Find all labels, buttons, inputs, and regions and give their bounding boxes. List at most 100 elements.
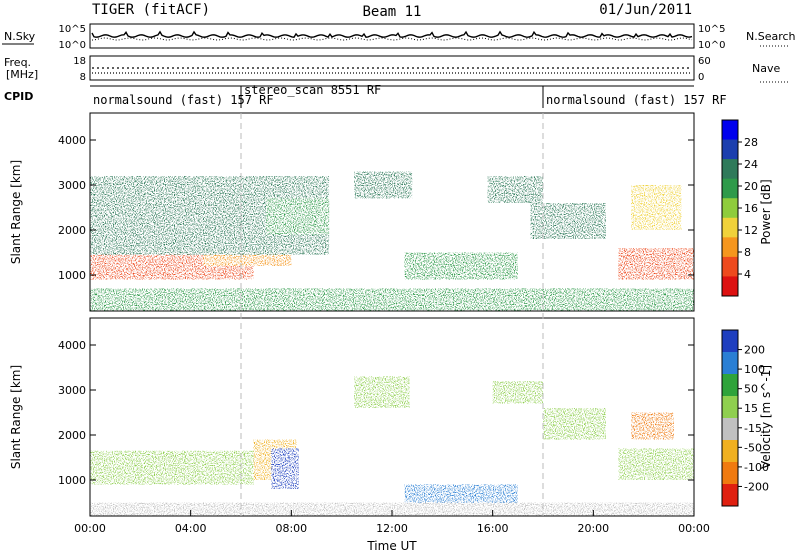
velocity-heatmap (90, 376, 694, 516)
nsky-tick-top: 10^5 (59, 24, 86, 35)
cpid-segment-1: stereo_scan 8551 RF (244, 83, 381, 97)
velocity-ytick-label-1: 2000 (58, 429, 86, 442)
freq-panel (89, 55, 695, 81)
power-colorbar: 28 24 20 16 12 8 4 (721, 119, 758, 297)
cpid-segment-2: normalsound (fast) 157 RF (546, 93, 727, 107)
nave-tick-bottom: 0 (698, 72, 704, 83)
power-heatmap (90, 171, 694, 311)
velocity-colorbar-swatch-3 (722, 396, 738, 419)
velocity-region-8 (618, 448, 694, 480)
velocity-region-3 (354, 376, 410, 408)
nsearch-tick-top: 10^5 (698, 24, 725, 35)
nsky-series (91, 30, 693, 38)
velocity-colorbar-label-6: -100 (744, 461, 769, 474)
power-region-4 (354, 171, 413, 199)
velocity-region-0 (90, 450, 254, 485)
power-colorbar-label-3: 16 (744, 202, 758, 215)
power-colorbar-swatch-4 (722, 198, 738, 219)
power-colorbar-label-2: 20 (744, 180, 758, 193)
velocity-colorbar: 200 100 50 15 -15 -50 -100 -200 (721, 329, 769, 507)
power-colorbar-label: Power [dB] (759, 179, 773, 244)
velocity-region-6 (543, 408, 606, 440)
power-region-3 (266, 198, 330, 235)
velocity-colorbar-swatch-6 (722, 462, 738, 485)
power-colorbar-label-4: 12 (744, 224, 758, 237)
freq-label: Freq. (4, 56, 31, 69)
power-ytick-label-1: 2000 (58, 224, 86, 237)
nsearch-label: N.Search (746, 30, 796, 43)
xtick-label-6: 00:00 (678, 522, 710, 535)
velocity-colorbar-label-4: -15 (744, 422, 762, 435)
power-colorbar-swatch-2 (722, 159, 738, 180)
nsky-panel (89, 23, 695, 49)
power-region-5 (404, 252, 518, 280)
velocity-ytick-label-3: 4000 (58, 339, 86, 352)
nsearch-series (91, 37, 693, 41)
nsky-label: N.Sky (4, 30, 36, 43)
power-region-8 (618, 248, 694, 280)
power-colorbar-label-0: 28 (744, 136, 758, 149)
velocity-region-4 (404, 484, 518, 507)
velocity-colorbar-frame (721, 329, 739, 507)
freq-tick-bottom: 8 (80, 72, 86, 83)
xtick-label-3: 12:00 (376, 522, 408, 535)
velocity-colorbar-label-2: 50 (744, 383, 758, 396)
freq-tick-top: 18 (73, 56, 86, 67)
power-ytick-label-3: 4000 (58, 134, 86, 147)
power-ytick-label-2: 3000 (58, 179, 86, 192)
velocity-colorbar-swatch-4 (722, 418, 738, 441)
power-colorbar-swatch-1 (722, 139, 738, 160)
velocity-colorbar-swatch-5 (722, 440, 738, 463)
velocity-region-5 (492, 381, 543, 404)
power-colorbar-label-6: 4 (744, 268, 751, 281)
velocity-colorbar-label-0: 200 (744, 344, 765, 357)
power-region-10 (90, 288, 694, 311)
power-colorbar-swatch-6 (722, 237, 738, 258)
velocity-colorbar-label: Velocity [m s^-1] (759, 365, 773, 469)
velocity-region-2 (271, 448, 299, 489)
velocity-colorbar-label-1: 100 (744, 363, 765, 376)
xtick-label-2: 08:00 (275, 522, 307, 535)
velocity-colorbar-swatch-2 (722, 374, 738, 397)
cpid-segment-0: normalsound (fast) 157 RF (93, 93, 274, 107)
time-axis-label: Time UT (366, 539, 417, 553)
power-colorbar-label-1: 24 (744, 158, 758, 171)
power-region-9 (631, 185, 682, 230)
xtick-label-0: 00:00 (74, 522, 106, 535)
power-region-7 (530, 203, 606, 239)
nsky-tick-bottom: 10^0 (59, 40, 86, 51)
velocity-region-7 (631, 412, 674, 440)
power-colorbar-swatch-0 (722, 120, 738, 141)
velocity-colorbar-swatch-7 (722, 484, 738, 507)
cpid-label: CPID (4, 90, 33, 103)
power-colorbar-swatch-7 (722, 256, 738, 277)
power-axes (89, 112, 695, 312)
beam-title: Beam 11 (362, 4, 421, 20)
xtick-label-5: 20:00 (577, 522, 609, 535)
velocity-ytick-label-0: 1000 (58, 474, 86, 487)
xtick-label-1: 04:00 (175, 522, 207, 535)
power-colorbar-swatch-5 (722, 217, 738, 238)
velocity-colorbar-label-5: -50 (744, 441, 762, 454)
xtick-label-4: 16:00 (477, 522, 509, 535)
station-title: TIGER (fitACF) (92, 2, 210, 18)
velocity-ylabel: Slant Range [km] (9, 365, 23, 469)
freq-unit: [MHz] (6, 68, 38, 81)
power-colorbar-swatch-3 (722, 178, 738, 199)
velocity-colorbar-label-3: 15 (744, 402, 758, 415)
velocity-colorbar-label-7: -200 (744, 480, 769, 493)
power-ytick-label-0: 1000 (58, 269, 86, 282)
power-colorbar-swatch-8 (722, 276, 738, 297)
mode-change-lines (240, 113, 544, 516)
velocity-ytick-label-2: 3000 (58, 384, 86, 397)
nsearch-tick-bottom: 10^0 (698, 40, 725, 51)
power-region-6 (487, 176, 543, 203)
velocity-colorbar-swatch-1 (722, 352, 738, 375)
date-title: 01/Jun/2011 (599, 2, 692, 18)
nave-tick-top: 60 (698, 56, 711, 67)
nave-label: Nave (752, 62, 780, 75)
power-colorbar-label-5: 8 (744, 246, 751, 259)
power-ylabel: Slant Range [km] (9, 160, 23, 264)
